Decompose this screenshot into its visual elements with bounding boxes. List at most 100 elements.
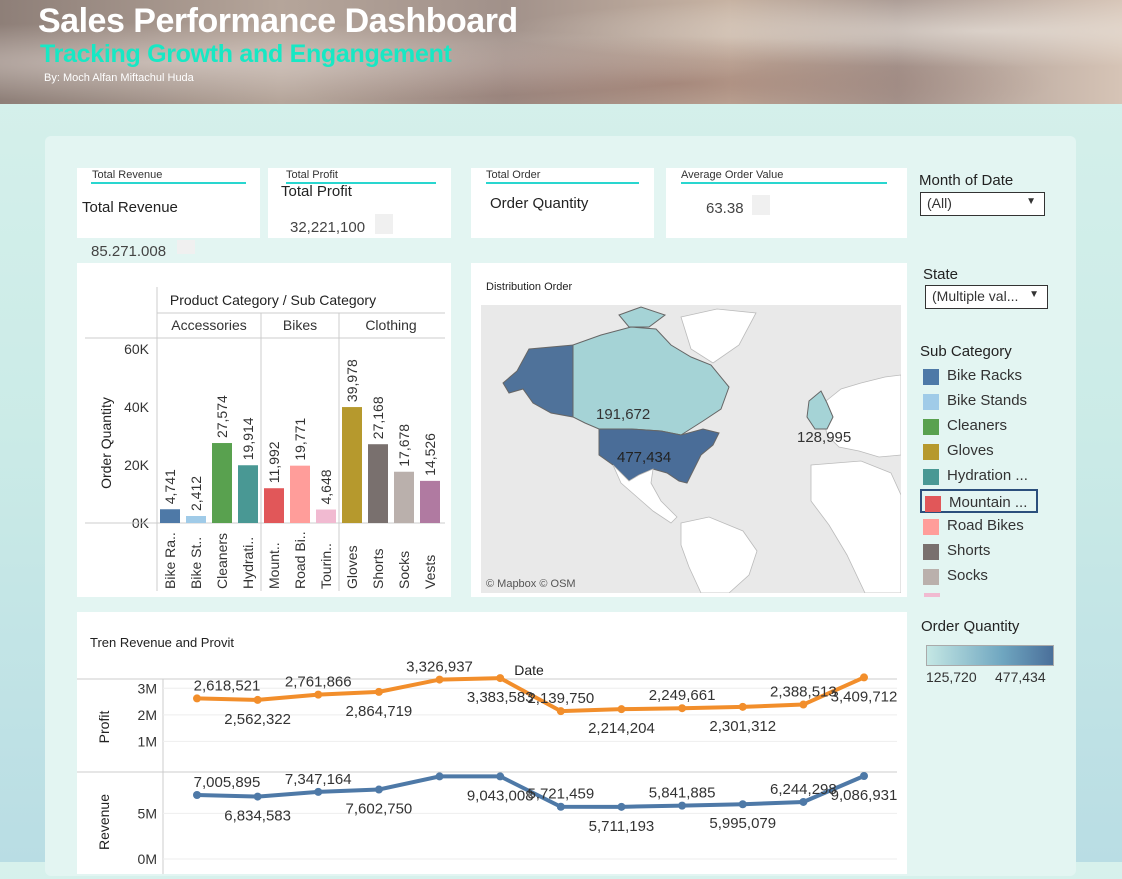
bar (290, 465, 310, 523)
data-label: 3,383,583 (467, 689, 534, 706)
kpi-accent-line (286, 182, 436, 184)
legend-item[interactable]: Socks (920, 564, 1038, 588)
legend-item[interactable]: Bike Racks (920, 364, 1038, 388)
legend-item[interactable]: Road Bikes (920, 514, 1038, 538)
x-axis-title: Date (514, 662, 544, 678)
header-banner: Sales Performance Dashboard Tracking Gro… (0, 0, 1122, 104)
legend-label: Bike Stands (947, 392, 1028, 409)
bar-value-label: 17,678 (396, 424, 412, 467)
y-tick-label: 40K (124, 399, 150, 415)
data-label: 2,249,661 (649, 687, 716, 704)
legend-label: Gloves (947, 442, 994, 459)
legend-item[interactable]: Cleaners (920, 414, 1038, 438)
bar (342, 407, 362, 523)
legend-label: Road Bikes (947, 517, 1024, 534)
y-axis-label: Order Quantity (98, 397, 114, 489)
bar-value-label: 4,741 (162, 469, 178, 504)
data-point (374, 687, 383, 696)
data-point (738, 702, 747, 711)
data-point (435, 772, 444, 781)
kpi-title: Order Quantity (490, 195, 589, 212)
legend-label: Mountain ... (949, 494, 1028, 511)
data-label: 2,618,521 (194, 677, 261, 694)
kpi-total-revenue-overflow: 85,271,008 (77, 238, 260, 256)
data-label: 9,043,008 (467, 787, 534, 804)
bar (368, 444, 388, 523)
bar-value-label: 19,914 (240, 417, 256, 460)
order-quantity-max: 477,434 (995, 669, 1046, 685)
bar-chart-card: Product Category / Sub Category Order Qua… (77, 263, 451, 597)
data-point (678, 801, 687, 810)
author-byline: By: Moch Alfan Miftachul Huda (44, 72, 194, 84)
data-point (738, 800, 747, 809)
data-point (556, 802, 565, 811)
kpi-total-revenue[interactable]: Total Revenue Total Revenue 85,271,008 (77, 168, 260, 238)
bar (264, 488, 284, 523)
legend-label: Cleaners (947, 417, 1008, 434)
legend-swatch (923, 369, 939, 385)
legend-swatch (923, 544, 939, 560)
data-point (435, 675, 444, 684)
bar (394, 471, 414, 523)
month-filter-title: Month of Date (919, 172, 1014, 189)
data-label: 6,244,298 (770, 781, 837, 798)
legend-item[interactable]: Shorts (920, 539, 1038, 563)
legend-item[interactable]: Bike Stands (920, 389, 1038, 413)
month-filter-select[interactable]: (All) ▼ (920, 192, 1045, 216)
kpi-accent-line (681, 182, 887, 184)
legend-item[interactable]: Gloves (920, 439, 1038, 463)
bar-value-label: 27,168 (370, 396, 386, 439)
bar-value-label: 11,992 (266, 441, 282, 483)
data-label: 6,834,583 (224, 808, 291, 825)
data-point (860, 771, 868, 780)
map-view[interactable]: 191,672 477,434 128,995 © Mapbox © OSM (481, 305, 901, 593)
category-header: Bikes (283, 317, 317, 333)
europe-highlight-shape (806, 390, 834, 430)
south-america-shape (680, 516, 758, 593)
month-filter-value: (All) (927, 195, 952, 211)
legend-item[interactable]: Mountain ... (920, 489, 1038, 513)
data-label: 2,562,322 (224, 711, 291, 728)
map-label-europe: 128,995 (797, 429, 851, 446)
x-tick-label: Socks (396, 551, 412, 589)
dashboard-subtitle: Tracking Growth and Engangement (40, 40, 452, 68)
canada-shape (572, 326, 730, 436)
x-tick-label: Cleaners (214, 533, 230, 589)
state-filter-select[interactable]: (Multiple val... ▼ (925, 285, 1048, 309)
europe-shape (820, 374, 901, 458)
greenland-shape (680, 308, 757, 364)
canada-islands-shape (618, 306, 667, 328)
kpi-label: Total Profit (286, 169, 338, 181)
legend-item[interactable]: Hydration ... (920, 464, 1038, 488)
kpi-scroll-box (752, 195, 770, 215)
y-tick-label: 60K (124, 341, 150, 357)
data-point (860, 673, 868, 682)
data-label: 5,711,193 (589, 818, 655, 835)
kpi-value: 32,221,100 (290, 219, 366, 236)
kpi-accent-line (486, 182, 639, 184)
bar-value-label: 27,574 (214, 395, 230, 438)
data-point (678, 704, 687, 713)
data-label: 3,409,712 (831, 688, 898, 705)
map-title: Distribution Order (486, 281, 573, 293)
data-label: 2,388,513 (770, 684, 837, 701)
x-tick-label: Road Bi.. (292, 531, 308, 589)
series-line (196, 774, 865, 809)
bar-value-label: 4,648 (318, 469, 334, 504)
dashboard-title: Sales Performance Dashboard (38, 2, 518, 40)
chart-title: Product Category / Sub Category (170, 292, 376, 308)
map-attribution: © Mapbox © OSM (486, 578, 576, 590)
bar (186, 516, 206, 523)
order-quantity-legend-title: Order Quantity (921, 618, 1020, 635)
kpi-average-order-value[interactable]: Average Order Value 63.38 (666, 168, 907, 238)
legend-swatch (923, 569, 939, 585)
data-label: 2,139,750 (527, 690, 594, 707)
data-label: 2,214,204 (588, 720, 655, 737)
kpi-total-order[interactable]: Total Order Order Quantity (471, 168, 654, 238)
legend-swatch (923, 394, 939, 410)
x-tick-label: Mount.. (266, 542, 282, 589)
kpi-total-profit[interactable]: Total Profit Total Profit 32,221,100 (268, 168, 451, 238)
y-tick-label: 2M (138, 707, 157, 723)
x-tick-label: Vests (422, 555, 438, 589)
bar-value-label: 2,412 (188, 476, 204, 511)
